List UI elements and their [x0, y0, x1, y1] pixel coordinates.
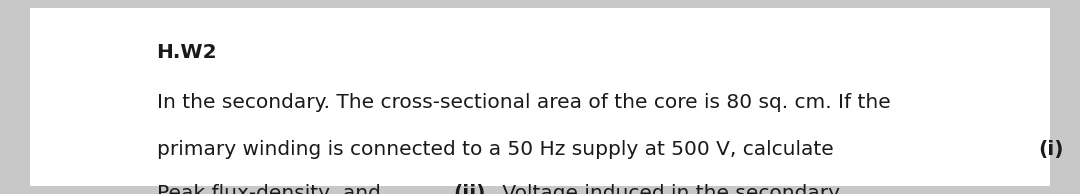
Text: Voltage induced in the secondary.: Voltage induced in the secondary.: [496, 184, 843, 194]
Text: primary winding is connected to a 50 Hz supply at 500 V, calculate: primary winding is connected to a 50 Hz …: [157, 140, 840, 159]
Text: (ii): (ii): [454, 184, 486, 194]
Text: In the secondary. The cross-sectional area of the core is 80 sq. cm. If the: In the secondary. The cross-sectional ar…: [157, 93, 890, 112]
Text: H.W2: H.W2: [157, 43, 217, 62]
Text: Peak flux-density, and: Peak flux-density, and: [157, 184, 387, 194]
FancyBboxPatch shape: [30, 8, 1050, 186]
Text: (i): (i): [1038, 140, 1064, 159]
